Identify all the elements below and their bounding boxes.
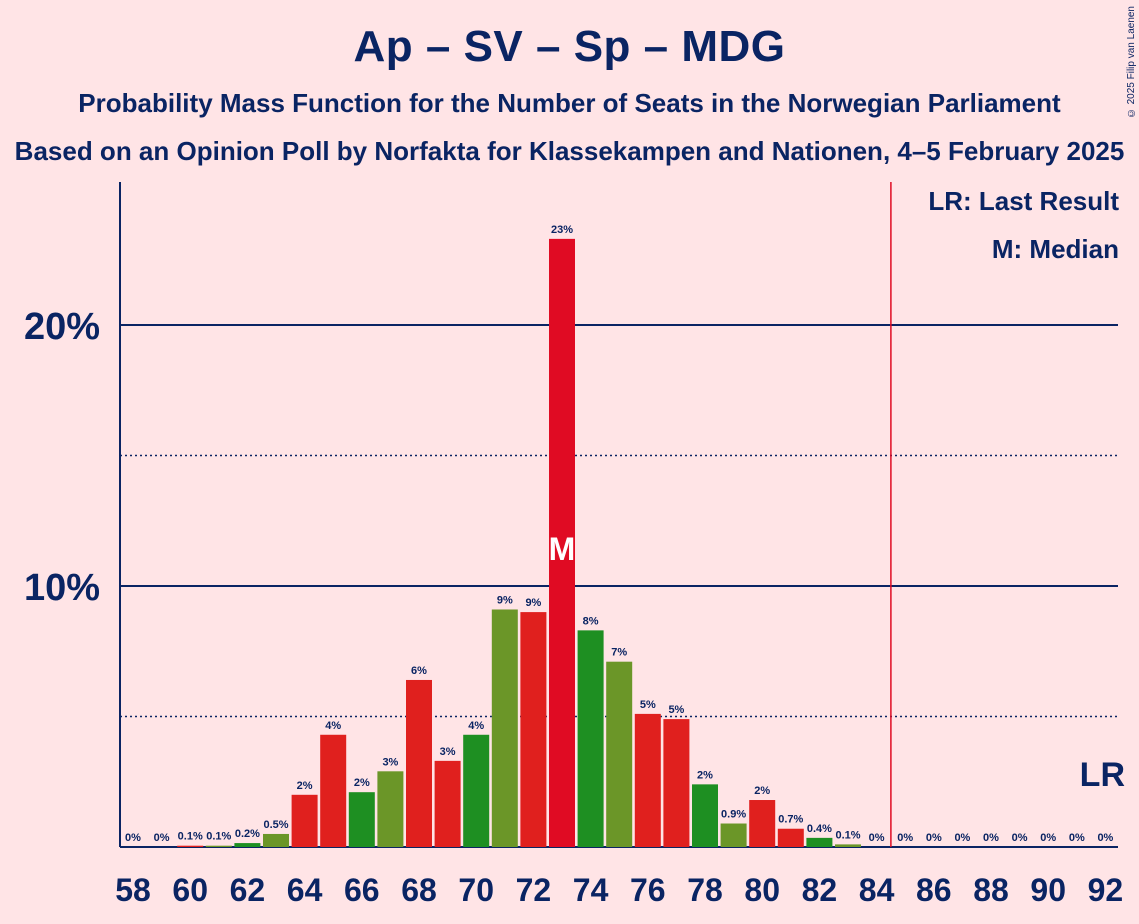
- data-label: 0%: [1069, 832, 1085, 844]
- data-label: 4%: [468, 720, 484, 732]
- data-label: 5%: [668, 704, 684, 716]
- data-label: 0%: [869, 832, 885, 844]
- bar-seat-60: [177, 845, 204, 847]
- bar-seat-79: [720, 823, 747, 847]
- data-label: 6%: [411, 665, 427, 677]
- data-label: 9%: [497, 594, 513, 606]
- bar-seat-83: [835, 844, 861, 847]
- bar-seat-78: [692, 784, 718, 847]
- data-label: 8%: [583, 615, 599, 627]
- bar-seat-68: [406, 679, 432, 847]
- bar-seat-71: [491, 609, 518, 847]
- x-tick-label: 66: [344, 872, 380, 908]
- data-label: 9%: [525, 597, 541, 609]
- bar-seat-77: [663, 719, 690, 847]
- bar-seat-81: [777, 828, 804, 847]
- y-tick-label: 10%: [24, 567, 100, 609]
- chart-source-line: Based on an Opinion Poll by Norfakta for…: [14, 136, 1125, 166]
- bar-seat-65: [320, 734, 347, 847]
- x-tick-label: 74: [573, 872, 609, 908]
- y-tick-label: 20%: [24, 306, 100, 348]
- x-tick-label: 64: [287, 872, 323, 908]
- x-tick-label: 72: [516, 872, 552, 908]
- x-tick-label: 70: [458, 872, 494, 908]
- data-label: 0%: [1012, 832, 1028, 844]
- data-label: 3%: [440, 746, 456, 758]
- data-label: 3%: [382, 756, 398, 768]
- data-label: 4%: [325, 720, 341, 732]
- x-tick-label: 86: [916, 872, 952, 908]
- data-label: 0.1%: [835, 829, 860, 841]
- data-label: 0.4%: [807, 823, 832, 835]
- bar-seat-62: [234, 843, 261, 847]
- x-tick-label: 92: [1088, 872, 1124, 908]
- bar-seat-76: [634, 713, 661, 847]
- chart-title: Ap – SV – Sp – MDG: [353, 22, 786, 71]
- bar-seat-75: [606, 661, 633, 847]
- bar-seat-61: [205, 845, 232, 847]
- bar-seat-73: [549, 238, 575, 847]
- data-label: 7%: [611, 647, 627, 659]
- x-tick-label: 84: [859, 872, 895, 908]
- data-label: 0.1%: [206, 831, 231, 843]
- data-label: 0%: [954, 832, 970, 844]
- x-tick-label: 62: [230, 872, 266, 908]
- median-marker: M: [549, 531, 576, 567]
- x-tick-label: 82: [802, 872, 838, 908]
- bar-seat-72: [520, 612, 547, 847]
- data-label: 0%: [1040, 832, 1056, 844]
- x-tick-label: 68: [401, 872, 437, 908]
- chart-subtitle: Probability Mass Function for the Number…: [78, 88, 1061, 118]
- data-label: 0.9%: [721, 809, 746, 821]
- data-label: 5%: [640, 699, 656, 711]
- data-label: 0%: [983, 832, 999, 844]
- x-tick-label: 76: [630, 872, 666, 908]
- x-tick-label: 60: [172, 872, 208, 908]
- data-label: 2%: [354, 777, 370, 789]
- bar-seat-74: [577, 630, 604, 847]
- data-label: 0%: [154, 832, 170, 844]
- data-label: 0%: [1097, 832, 1113, 844]
- data-label: 0.1%: [178, 831, 203, 843]
- data-label: 0%: [926, 832, 942, 844]
- x-tick-label: 78: [687, 872, 723, 908]
- data-label: 0%: [125, 832, 141, 844]
- legend-median: M: Median: [991, 234, 1119, 264]
- bar-seat-66: [348, 792, 375, 847]
- x-tick-label: 80: [744, 872, 780, 908]
- data-label: 0%: [897, 832, 913, 844]
- x-tick-label: 90: [1030, 872, 1066, 908]
- x-tick-label: 88: [973, 872, 1009, 908]
- bar-seat-63: [263, 833, 289, 847]
- bar-seat-70: [463, 734, 490, 847]
- bar-seat-67: [377, 771, 404, 847]
- bar-seat-64: [291, 794, 318, 847]
- bar-seat-82: [806, 837, 833, 847]
- last-result-marker: LR: [1080, 756, 1125, 794]
- data-label: 2%: [754, 785, 770, 797]
- bar-seat-80: [749, 800, 776, 847]
- data-label: 0.5%: [263, 819, 288, 831]
- legend-last-result: LR: Last Result: [928, 186, 1119, 216]
- data-label: 0.7%: [778, 814, 803, 826]
- data-label: 2%: [297, 780, 313, 792]
- x-tick-label: 58: [115, 872, 151, 908]
- data-label: 23%: [551, 224, 573, 236]
- bar-seat-69: [434, 760, 461, 847]
- data-label: 2%: [697, 769, 713, 781]
- data-label: 0.2%: [235, 828, 260, 840]
